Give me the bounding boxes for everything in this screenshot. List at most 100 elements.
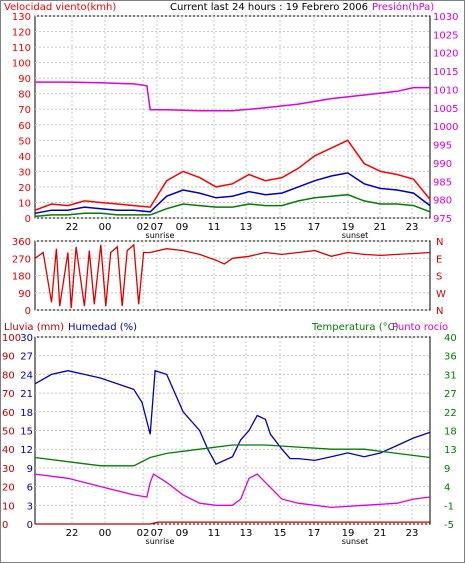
- climate-sunrise-label: sunrise: [146, 537, 175, 546]
- temperature-axis-tick-label: -1: [444, 501, 454, 512]
- wind-axis-tick-label: 80: [18, 90, 31, 101]
- wind-time-label: 09: [176, 222, 189, 233]
- rain-axis-tick-label: 30: [2, 464, 15, 475]
- plot-layer: 0102030405060708090100110120130975980985…: [2, 12, 458, 546]
- wind-axis-tick-label: 120: [12, 28, 31, 39]
- direction-axis-tick-label: 90: [18, 289, 31, 300]
- climate-time-label: 22: [66, 528, 79, 539]
- wind-time-label: 17: [308, 222, 321, 233]
- temperature-axis-tick-label: 27: [444, 389, 457, 400]
- pressure-axis-tick-label: 980: [433, 196, 452, 207]
- temperature-axis-tick-label: 9: [444, 464, 450, 475]
- pressure-axis-tick-label: 1005: [433, 104, 458, 115]
- series-line-wind_min: [34, 193, 431, 218]
- climate-time-label: 19: [342, 528, 355, 539]
- wind-time-label: 15: [274, 222, 287, 233]
- wind-axis-tick-label: 20: [18, 183, 31, 194]
- compass-tick-label: S: [436, 272, 442, 283]
- wind-sunrise-label: sunrise: [146, 231, 175, 240]
- temperature-title: Temperatura (°C): [311, 322, 399, 333]
- series-line-temperature: [34, 444, 431, 467]
- humidity-axis-tick-label: 18: [20, 408, 33, 419]
- wind-sunset-label: sunset: [342, 231, 369, 240]
- humidity-axis-tick-label: 6: [27, 483, 33, 494]
- wind-panel-border: [34, 15, 431, 219]
- climate-sunset-label: sunset: [342, 537, 369, 546]
- pressure-axis-tick-label: 1010: [433, 85, 458, 96]
- humidity-axis-tick-label: 12: [20, 445, 33, 456]
- wind-axis-tick-label: 30: [18, 167, 31, 178]
- rain-axis-tick-label: 20: [2, 483, 15, 494]
- pressure-axis-tick-label: 1025: [433, 30, 458, 41]
- rain-axis-tick-label: 10: [2, 501, 15, 512]
- temperature-axis-tick-label: 4: [444, 483, 450, 494]
- climate-time-label: 09: [176, 528, 189, 539]
- climate-time-label: 21: [374, 528, 387, 539]
- humidity-axis-tick-label: 30: [20, 333, 33, 344]
- rain-axis-tick-label: 90: [2, 352, 15, 363]
- humidity-axis-tick-label: 3: [27, 501, 33, 512]
- series-line-humidity: [34, 369, 431, 466]
- wind-axis-tick-label: 10: [18, 198, 31, 209]
- wind-axis-tick-label: 90: [18, 74, 31, 85]
- rain-title: Lluvia (mm): [4, 322, 64, 333]
- climate-time-label: 07: [151, 528, 164, 539]
- wind-time-label: 13: [240, 222, 253, 233]
- climate-time-label: 00: [99, 528, 112, 539]
- temperature-axis-tick-label: 18: [444, 427, 457, 438]
- pressure-title: Presión(hPa): [372, 1, 434, 13]
- chart-main-title: Current last 24 hours : 19 Febrero 2006: [170, 2, 368, 13]
- wind-axis-tick-label: 50: [18, 136, 31, 147]
- wind-axis-tick-label: 110: [12, 43, 31, 54]
- climate-time-label: 11: [208, 528, 221, 539]
- wind-axis-tick-label: 60: [18, 121, 31, 132]
- rain-axis-tick-label: 70: [2, 389, 15, 400]
- series-line-wind: [34, 139, 431, 211]
- wind-title: Velocidad viento(kmh): [4, 2, 116, 13]
- rain-axis-tick-label: 50: [2, 427, 15, 438]
- compass-tick-label: N: [436, 237, 443, 248]
- humidity-axis-tick-label: 21: [20, 389, 33, 400]
- compass-tick-label: N: [436, 306, 443, 317]
- wind-axis-tick-label: 130: [12, 12, 31, 23]
- wind-time-label: 23: [406, 222, 419, 233]
- wind-time-label: 11: [208, 222, 221, 233]
- humidity-axis-tick-label: 15: [20, 427, 33, 438]
- humidity-axis-tick-label: 27: [20, 352, 33, 363]
- wind-axis-tick-label: 100: [12, 59, 31, 70]
- climate-time-label: 02: [137, 528, 150, 539]
- temperature-axis-tick-label: 40: [444, 333, 457, 344]
- pressure-axis-tick-label: 1030: [433, 12, 458, 23]
- compass-tick-label: W: [436, 289, 446, 300]
- climate-time-label: 15: [274, 528, 287, 539]
- wind-time-label: 00: [99, 222, 112, 233]
- wind-axis-tick-label: 40: [18, 152, 31, 163]
- rain-axis-tick-label: 60: [2, 408, 15, 419]
- wind-time-label: 07: [151, 222, 164, 233]
- humidity-axis-tick-label: 24: [20, 370, 33, 381]
- direction-axis-tick-label: 180: [12, 272, 31, 283]
- series-line-dewpoint: [34, 473, 431, 509]
- pressure-axis-tick-label: 995: [433, 141, 452, 152]
- direction-axis-tick-label: 360: [12, 237, 31, 248]
- humidity-axis-tick-label: 9: [27, 464, 33, 475]
- wind-axis-tick-label: 70: [18, 105, 31, 116]
- direction-axis-tick-label: 0: [25, 306, 31, 317]
- pressure-axis-tick-label: 975: [433, 214, 452, 225]
- series-line-direction: [34, 243, 431, 309]
- temperature-axis-tick-label: 22: [444, 408, 457, 419]
- temperature-axis-tick-label: -5: [444, 520, 454, 531]
- rain-axis-tick-label: 40: [2, 445, 15, 456]
- pressure-axis-tick-label: 1020: [433, 49, 458, 60]
- temperature-axis-tick-label: 31: [444, 370, 457, 381]
- rain-axis-tick-label: 80: [2, 370, 15, 381]
- rain-axis-tick-label: 0: [2, 520, 8, 531]
- series-line-pressure: [35, 81, 430, 112]
- pressure-axis-tick-label: 990: [433, 159, 452, 170]
- series-line-rain: [35, 521, 430, 525]
- pressure-axis-tick-label: 985: [433, 177, 452, 188]
- wind-time-label: 02: [137, 222, 150, 233]
- humidity-axis-tick-label: 0: [27, 520, 33, 531]
- direction-axis-tick-label: 270: [12, 254, 31, 265]
- wind-time-label: 19: [342, 222, 355, 233]
